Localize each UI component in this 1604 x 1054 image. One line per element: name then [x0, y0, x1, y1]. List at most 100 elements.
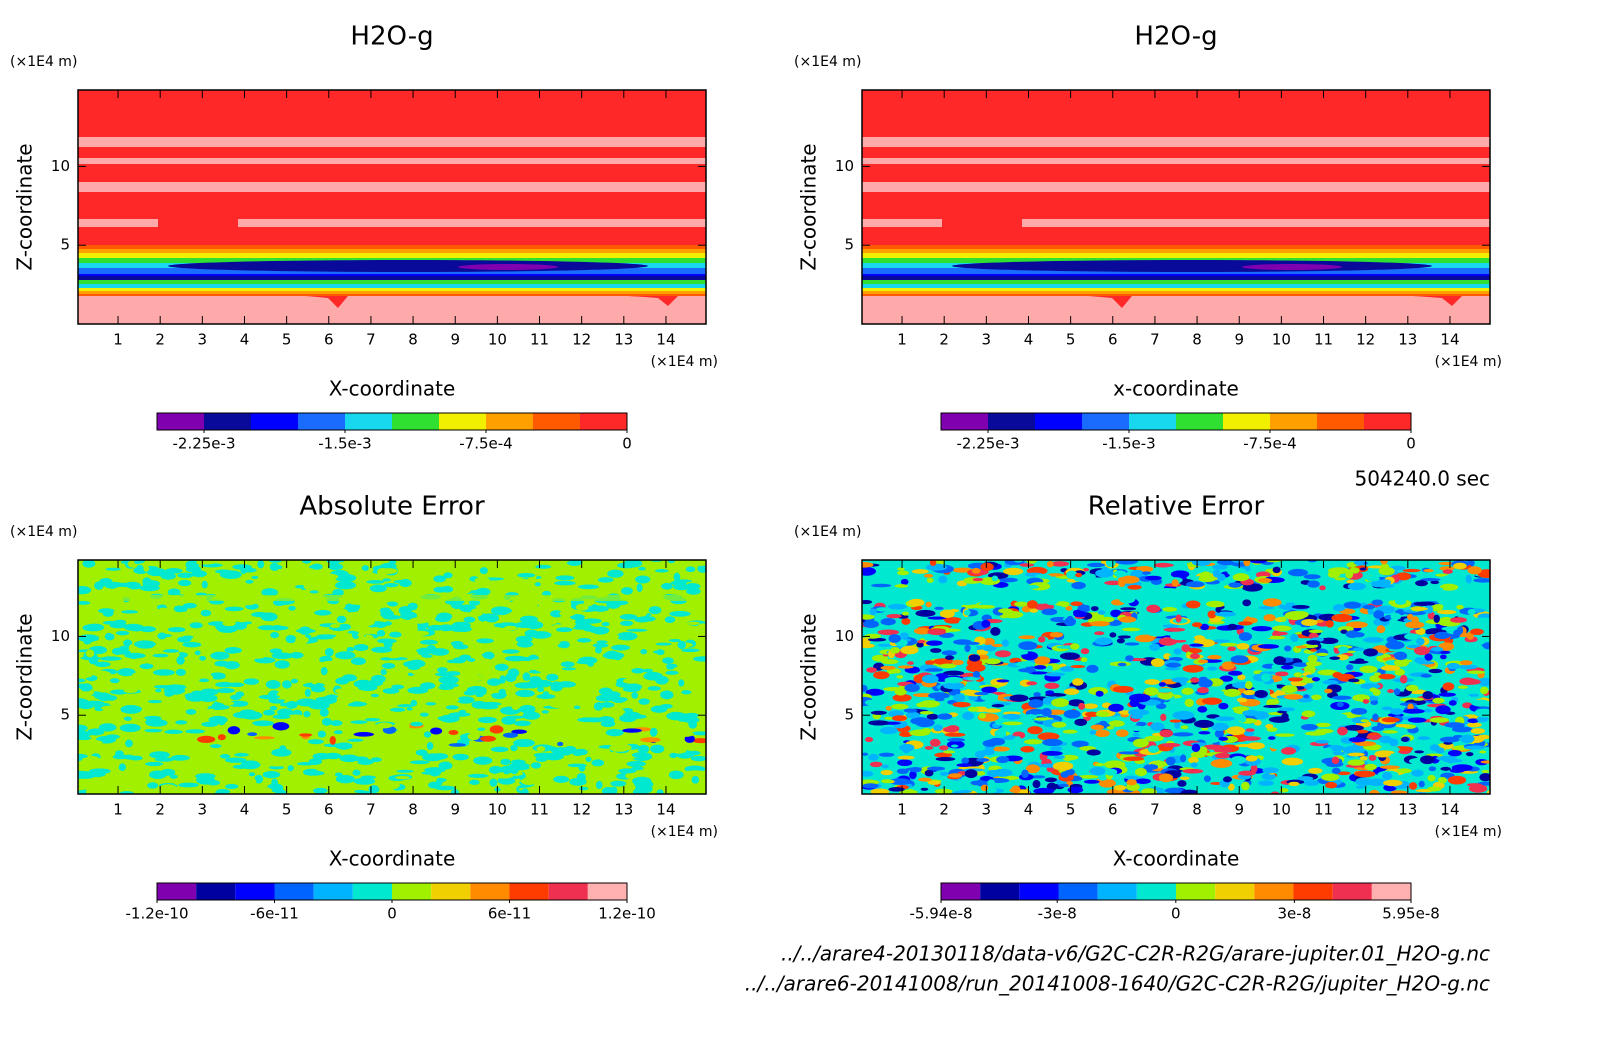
contour-fill [1442, 569, 1453, 574]
file-path: ../../arare4-20130118/data-v6/G2C-C2R-R2… [781, 942, 1490, 966]
contour-fill [1216, 696, 1232, 700]
contour-fill [966, 677, 979, 681]
contour-fill [524, 620, 544, 630]
contour-fill [1319, 637, 1339, 645]
contour-fill [578, 584, 599, 590]
contour-fill [543, 752, 564, 761]
contour-fill [1307, 654, 1318, 663]
x-tick-label: 3 [982, 331, 992, 349]
contour-fill [94, 661, 111, 668]
contour-fill [1003, 567, 1024, 576]
contour-fill [219, 754, 231, 759]
contour-fill [157, 632, 167, 640]
contour-fill [694, 608, 706, 612]
contour-fill [1044, 672, 1066, 677]
contour-fill [890, 703, 909, 710]
contour-fill [252, 720, 275, 727]
contour-fill [1331, 756, 1340, 765]
contour-fill [1231, 789, 1243, 794]
contour-fill [610, 780, 627, 787]
contour-fill [1390, 790, 1408, 794]
contour-fill [1144, 679, 1160, 685]
y-unit: (×1E4 m) [794, 54, 861, 70]
contour-fill [1470, 598, 1481, 603]
contour-fill [961, 603, 978, 609]
contour-fill [477, 727, 486, 731]
contour-fill [270, 631, 280, 639]
contour-fill [232, 652, 248, 657]
contour-fill [614, 709, 626, 717]
contour-fill [185, 709, 197, 715]
contour-fill [946, 725, 960, 732]
contour-fill [1399, 675, 1408, 684]
contour-fill [622, 728, 642, 733]
contour-fill [911, 569, 929, 574]
contour-fill [389, 631, 402, 638]
contour-fill [536, 746, 546, 752]
contour-fill [287, 765, 294, 772]
contour-fill [862, 280, 1490, 284]
contour-fill [1281, 685, 1298, 694]
contour-fill [1050, 746, 1063, 752]
contour-fill [1197, 706, 1208, 713]
contour-fill [232, 764, 249, 769]
contour-fill [290, 784, 309, 789]
contour-fill [1132, 738, 1149, 748]
colorbar-tick-label: 0 [622, 435, 632, 453]
contour-fill [439, 714, 460, 723]
contour-fill [1259, 671, 1276, 675]
contour-fill [664, 616, 676, 623]
contour-fill [227, 726, 241, 735]
contour-fill [395, 775, 410, 780]
contour-fill [1376, 625, 1386, 634]
contour-fill [128, 755, 143, 761]
contour-fill [1239, 715, 1247, 723]
contour-fill [1340, 629, 1348, 634]
contour-fill [176, 656, 185, 665]
contour-fill [334, 772, 343, 777]
contour-fill [265, 679, 281, 689]
contour-fill [269, 648, 283, 654]
contour-fill [1243, 689, 1256, 696]
contour-fill [1390, 708, 1404, 715]
contour-fill [1199, 746, 1208, 756]
contour-fill [1215, 606, 1222, 613]
contour-fill [918, 777, 932, 782]
x-tick-label: 7 [366, 331, 376, 349]
contour-fill [1385, 640, 1405, 650]
contour-fill [243, 678, 260, 685]
contour-fill [672, 562, 688, 570]
contour-fill [1359, 755, 1368, 761]
contour-fill [996, 756, 1010, 764]
contour-fill [923, 573, 934, 578]
contour-fill [1302, 694, 1310, 699]
contour-fill [178, 606, 188, 612]
contour-fill [1306, 640, 1321, 646]
contour-fill [621, 699, 642, 709]
contour-fill [472, 667, 479, 677]
contour-fill [577, 638, 592, 643]
contour-fill [80, 656, 101, 661]
colorbar-segment [941, 883, 981, 900]
contour-fill [1470, 628, 1484, 636]
contour-fill [1476, 716, 1489, 723]
contour-fill [123, 688, 138, 694]
contour-fill [1345, 621, 1368, 629]
contour-fill [1198, 676, 1208, 682]
contour-fill [660, 690, 674, 700]
contour-fill [231, 582, 247, 588]
contour-fill [1379, 765, 1400, 769]
contour-fill [1430, 587, 1444, 591]
contour-fill [995, 589, 1010, 596]
contour-fill [1066, 615, 1074, 625]
contour-fill [952, 693, 966, 702]
contour-fill [1372, 588, 1391, 593]
contour-fill [78, 292, 706, 324]
contour-fill [263, 709, 275, 716]
contour-fill [578, 656, 598, 665]
contour-fill [1160, 713, 1167, 722]
contour-fill [1002, 713, 1022, 720]
contour-fill [1169, 719, 1182, 723]
contour-fill [479, 567, 488, 575]
contour-fill [139, 663, 154, 670]
